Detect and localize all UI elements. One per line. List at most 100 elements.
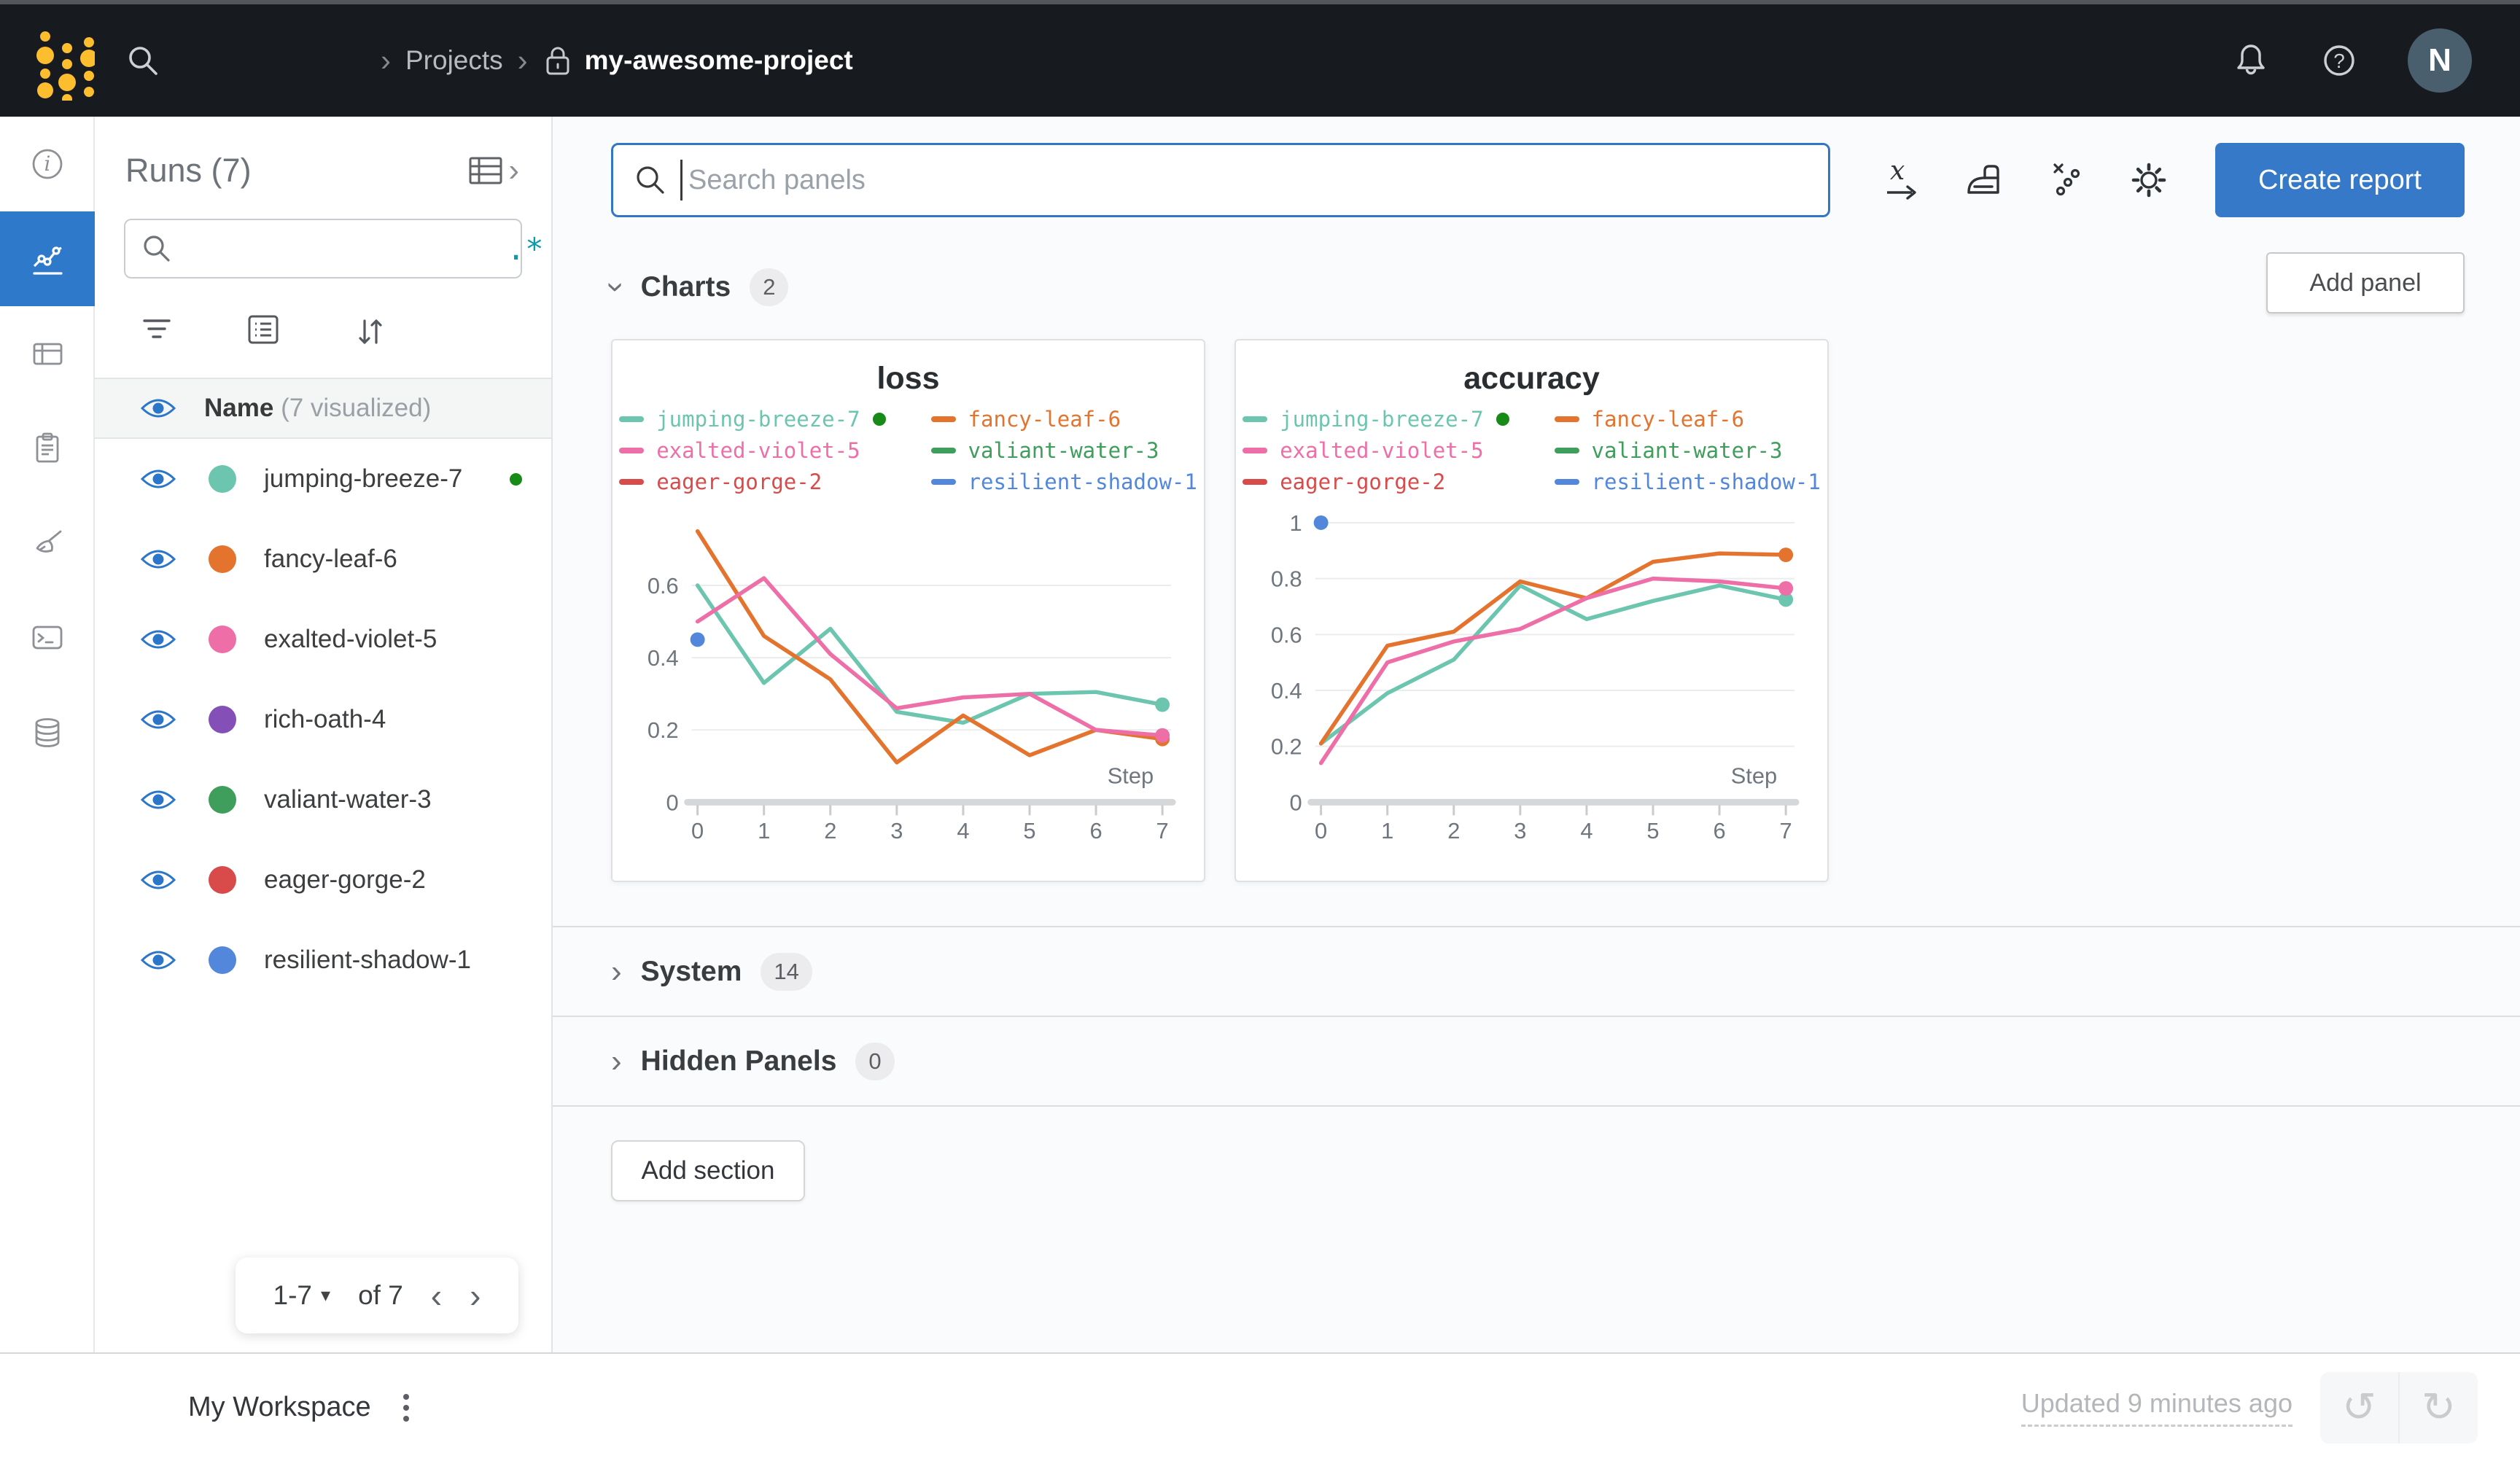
svg-text:5: 5 bbox=[1023, 818, 1035, 844]
runs-search-input[interactable] bbox=[184, 234, 507, 263]
regex-toggle[interactable]: .* bbox=[507, 230, 544, 267]
smoothing-icon[interactable] bbox=[1963, 159, 2005, 201]
visibility-eye-icon[interactable] bbox=[140, 868, 176, 892]
visibility-eye-icon[interactable] bbox=[140, 708, 176, 731]
chart-title: loss bbox=[876, 361, 940, 396]
run-name: fancy-leaf-6 bbox=[264, 545, 397, 573]
chevron-right-icon[interactable]: › bbox=[611, 1043, 622, 1079]
svg-text:2: 2 bbox=[824, 818, 836, 844]
breadcrumb-projects-link[interactable]: Projects bbox=[405, 45, 503, 75]
undo-button[interactable]: ↺ bbox=[2320, 1371, 2400, 1444]
legend-item[interactable]: resilient-shadow-1 bbox=[930, 470, 1197, 494]
legend-item[interactable]: resilient-shadow-1 bbox=[1554, 470, 1821, 494]
legend-item[interactable]: exalted-violet-5 bbox=[619, 438, 885, 463]
sort-runs-icon[interactable] bbox=[351, 313, 388, 344]
svg-text:7: 7 bbox=[1156, 818, 1169, 844]
run-row[interactable]: exalted-violet-5 bbox=[95, 599, 551, 679]
legend-swatch-icon bbox=[1554, 448, 1579, 453]
rail-item-logs[interactable] bbox=[0, 591, 95, 685]
svg-text:7: 7 bbox=[1780, 818, 1792, 844]
run-name: exalted-violet-5 bbox=[264, 625, 438, 653]
legend-run-name: eager-gorge-2 bbox=[656, 470, 822, 494]
run-color-dot bbox=[209, 465, 236, 493]
x-axis-settings-icon[interactable]: x bbox=[1881, 159, 1922, 201]
section-system[interactable]: › System 14 bbox=[553, 927, 2520, 1017]
chart-legend: jumping-breeze-7 fancy-leaf-6 exalted-viol… bbox=[619, 407, 1197, 494]
help-icon[interactable]: ? bbox=[2319, 40, 2360, 81]
panel-accuracy-chart[interactable]: accuracy jumping-breeze-7 fancy-leaf-6 exa… bbox=[1234, 339, 1829, 882]
run-row[interactable]: rich-oath-4 bbox=[95, 679, 551, 760]
run-row[interactable]: fancy-leaf-6 bbox=[95, 519, 551, 599]
breadcrumb-project[interactable]: my-awesome-project bbox=[542, 44, 853, 77]
pagination-range-dropdown[interactable]: 1-7 ▾ bbox=[273, 1280, 331, 1310]
panel-loss-chart[interactable]: loss jumping-breeze-7 fancy-leaf-6 exalted… bbox=[611, 339, 1205, 882]
pagination-next-button[interactable]: › bbox=[470, 1277, 481, 1314]
legend-swatch-icon bbox=[619, 448, 645, 453]
group-runs-icon[interactable] bbox=[245, 313, 281, 344]
svg-text:1: 1 bbox=[1290, 510, 1302, 536]
visibility-eye-icon[interactable] bbox=[140, 628, 176, 651]
svg-text:0.6: 0.6 bbox=[1271, 622, 1302, 647]
section-hidden-panels[interactable]: › Hidden Panels 0 bbox=[553, 1017, 2520, 1107]
rail-item-reports[interactable] bbox=[0, 401, 95, 496]
rail-item-sweeps[interactable] bbox=[0, 496, 95, 591]
rail-item-panels-table[interactable] bbox=[0, 306, 95, 401]
run-color-dot bbox=[209, 866, 236, 894]
visibility-eye-icon[interactable] bbox=[140, 788, 176, 811]
chart-plot[interactable]: 0 0.2 0.4 0.6 0.8 1 0 1 2 3 4 5 6 7 Step bbox=[1252, 497, 1811, 864]
avatar[interactable]: N bbox=[2408, 28, 2472, 93]
section-label[interactable]: Charts bbox=[640, 271, 731, 303]
visibility-eye-icon[interactable] bbox=[140, 548, 176, 571]
runs-search-box[interactable]: .* bbox=[124, 219, 544, 278]
outliers-icon[interactable] bbox=[2046, 159, 2087, 201]
redo-button[interactable]: ↻ bbox=[2422, 1384, 2456, 1431]
svg-text:2: 2 bbox=[1447, 818, 1460, 844]
legend-item[interactable]: valiant-water-3 bbox=[1554, 438, 1821, 463]
pagination-prev-button[interactable]: ‹ bbox=[430, 1277, 443, 1314]
legend-swatch-icon bbox=[1242, 416, 1268, 422]
legend-item[interactable]: jumping-breeze-7 bbox=[1242, 407, 1509, 432]
visibility-eye-icon[interactable] bbox=[140, 467, 176, 491]
wandb-logo[interactable] bbox=[22, 20, 95, 101]
breadcrumb-chevron-icon: › bbox=[517, 43, 528, 77]
rail-item-overview[interactable]: i bbox=[0, 117, 95, 211]
add-panel-button[interactable]: Add panel bbox=[2266, 252, 2465, 313]
last-updated-text: Updated 9 minutes ago bbox=[2021, 1388, 2292, 1427]
legend-item[interactable]: jumping-breeze-7 bbox=[619, 407, 886, 432]
chart-title: accuracy bbox=[1463, 361, 1600, 396]
legend-swatch-icon bbox=[930, 416, 956, 422]
legend-item[interactable]: valiant-water-3 bbox=[930, 438, 1197, 463]
section-charts: › Charts 2 Add panel loss jumping-breeze… bbox=[553, 217, 2520, 927]
run-row[interactable]: resilient-shadow-1 bbox=[95, 920, 551, 1000]
run-row[interactable]: eager-gorge-2 bbox=[95, 840, 551, 920]
search-panels-input[interactable] bbox=[688, 164, 1809, 196]
search-panels-box[interactable] bbox=[611, 143, 1830, 217]
run-color-dot bbox=[209, 786, 236, 814]
section-label[interactable]: Hidden Panels bbox=[640, 1045, 837, 1077]
chevron-down-icon[interactable]: › bbox=[599, 281, 635, 293]
legend-item[interactable]: exalted-violet-5 bbox=[1242, 438, 1509, 463]
visibility-all-icon[interactable] bbox=[140, 397, 176, 420]
expand-runs-table-button[interactable]: › bbox=[467, 152, 519, 189]
rail-item-artifacts[interactable] bbox=[0, 685, 95, 780]
section-label[interactable]: System bbox=[640, 955, 742, 987]
chevron-right-icon[interactable]: › bbox=[611, 953, 622, 989]
filter-runs-icon[interactable] bbox=[139, 313, 175, 338]
workspace-menu-kebab-icon[interactable] bbox=[397, 1388, 415, 1427]
legend-run-name: valiant-water-3 bbox=[968, 438, 1159, 463]
legend-item[interactable]: fancy-leaf-6 bbox=[930, 407, 1197, 432]
notifications-bell-icon[interactable] bbox=[2231, 40, 2271, 81]
rail-item-workspace-charts[interactable] bbox=[0, 211, 95, 306]
legend-item[interactable]: eager-gorge-2 bbox=[619, 470, 885, 494]
legend-item[interactable]: eager-gorge-2 bbox=[1242, 470, 1509, 494]
create-report-button[interactable]: Create report bbox=[2215, 143, 2465, 217]
visibility-eye-icon[interactable] bbox=[140, 948, 176, 972]
add-section-button[interactable]: Add section bbox=[611, 1140, 805, 1201]
workspace-main: x bbox=[553, 117, 2520, 1352]
global-search-icon[interactable] bbox=[124, 42, 162, 79]
legend-item[interactable]: fancy-leaf-6 bbox=[1554, 407, 1821, 432]
run-row[interactable]: jumping-breeze-7 bbox=[95, 439, 551, 519]
workspace-settings-gear-icon[interactable] bbox=[2128, 159, 2170, 201]
run-row[interactable]: valiant-water-3 bbox=[95, 760, 551, 840]
chart-plot[interactable]: 0 0.2 0.4 0.6 0 1 2 3 4 5 6 7 Step bbox=[629, 497, 1188, 864]
